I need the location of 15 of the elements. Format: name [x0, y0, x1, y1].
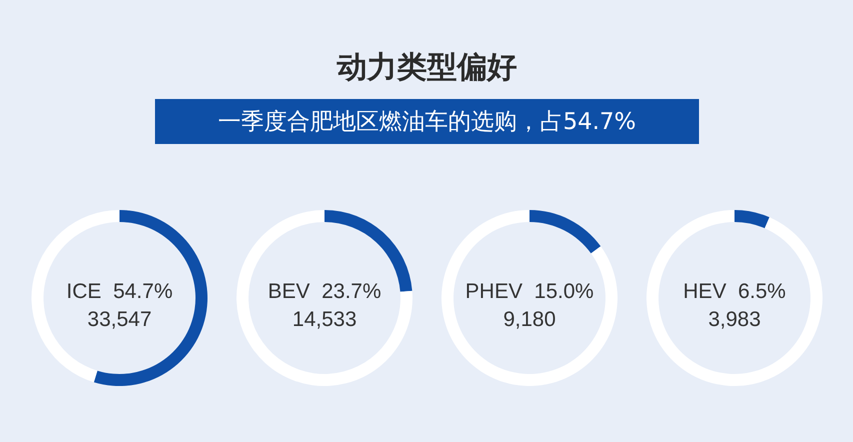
donut-slice: [646, 210, 822, 386]
text: 9,180: [503, 308, 556, 331]
slice-label: PHEV 15.0%: [465, 280, 594, 303]
text: 14,533: [292, 308, 357, 331]
slice-label: BEV 23.7%: [268, 280, 382, 303]
slice-label: HEV 6.5%: [683, 280, 786, 303]
donut-slice: [442, 210, 618, 386]
text: 动力类型偏好: [336, 50, 517, 85]
text: 3,983: [708, 308, 761, 331]
donut-slice: [236, 210, 412, 386]
text: 一季度合肥地区燃油车的选购，占54.7%: [218, 109, 636, 135]
donut-slice: [734, 210, 770, 228]
donut-slice: [530, 210, 601, 254]
text: 33,547: [87, 308, 152, 331]
slice-label: ICE 54.7%: [66, 280, 173, 303]
